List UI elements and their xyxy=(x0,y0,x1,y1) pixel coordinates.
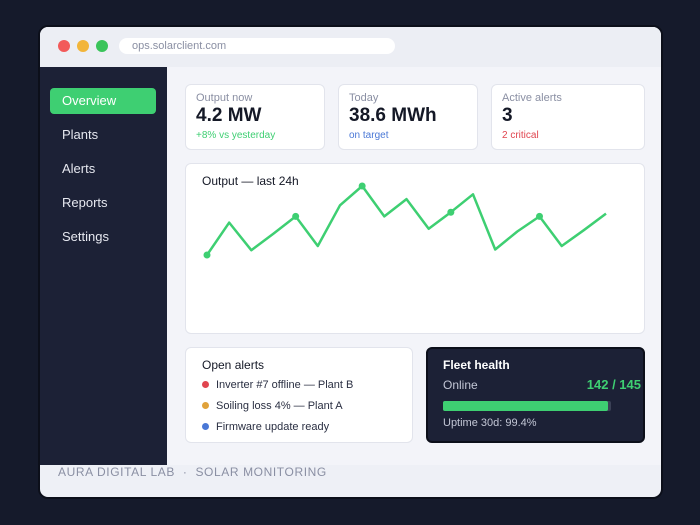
minimize-window-button[interactable] xyxy=(77,40,89,52)
alert-status-dot xyxy=(202,401,209,409)
alert-item[interactable]: Soiling loss 4% — Plant A xyxy=(202,398,343,414)
open-alerts-card: Open alerts Inverter #7 offline — Plant … xyxy=(185,347,413,443)
uptime-text: Uptime 30d: 99.4% xyxy=(443,417,537,429)
online-label: Online xyxy=(443,378,478,392)
stat-card-output: Output now 4.2 MW +8% vs yesterday xyxy=(185,84,325,150)
main-content: Output now 4.2 MW +8% vs yesterday Today… xyxy=(167,67,661,465)
alert-text: Firmware update ready xyxy=(216,421,330,433)
stat-value: 3 xyxy=(502,105,513,126)
close-window-button[interactable] xyxy=(58,40,70,52)
stat-change: +8% vs yesterday xyxy=(196,130,276,141)
stat-value: 4.2 MW xyxy=(196,105,262,126)
data-point-marker[interactable] xyxy=(203,251,211,259)
alert-status-dot xyxy=(202,422,209,430)
sidebar: Overview Plants Alerts Reports Settings xyxy=(40,67,167,465)
online-progress-bar xyxy=(443,401,611,411)
footer: AURA DIGITAL LAB · SOLAR MONITORING xyxy=(58,465,327,487)
browser-window: ops.solarclient.com Overview Plants Aler… xyxy=(38,25,663,499)
data-point-marker[interactable] xyxy=(536,212,543,220)
chart-title: Output — last 24h xyxy=(202,174,299,188)
output-chart-card: Output — last 24h xyxy=(185,163,645,334)
data-point-marker[interactable] xyxy=(358,182,366,190)
address-bar[interactable]: ops.solarclient.com xyxy=(119,38,395,54)
footer-product: SOLAR MONITORING xyxy=(195,465,327,479)
data-point-marker[interactable] xyxy=(292,212,300,220)
sidebar-item-settings[interactable]: Settings xyxy=(62,229,109,244)
maximize-window-button[interactable] xyxy=(96,40,108,52)
fleet-health-card: Fleet health Online 142 / 145 Uptime 30d… xyxy=(426,347,645,443)
sidebar-item-plants[interactable]: Plants xyxy=(62,127,99,142)
sidebar-item-overview[interactable]: Overview xyxy=(50,88,156,114)
stat-label: Active alerts xyxy=(502,92,562,104)
stat-status: on target xyxy=(349,130,389,141)
alert-status-dot xyxy=(202,380,209,388)
alert-text: Inverter #7 offline — Plant B xyxy=(216,379,354,391)
fleet-health-title: Fleet health xyxy=(443,358,510,372)
title-bar: ops.solarclient.com xyxy=(40,27,661,67)
alert-text: Soiling loss 4% — Plant A xyxy=(216,400,343,412)
alert-item[interactable]: Inverter #7 offline — Plant B xyxy=(202,377,353,393)
open-alerts-title: Open alerts xyxy=(202,358,265,372)
sidebar-item-alerts[interactable]: Alerts xyxy=(62,161,96,176)
stat-card-alerts: Active alerts 3 2 critical xyxy=(491,84,645,150)
alert-item[interactable]: Firmware update ready xyxy=(202,419,329,435)
stat-card-today: Today 38.6 MWh on target xyxy=(338,84,478,150)
stat-label: Today xyxy=(349,92,379,104)
sidebar-item-reports[interactable]: Reports xyxy=(62,195,108,210)
footer-separator: · xyxy=(182,465,188,479)
data-point-marker[interactable] xyxy=(447,208,455,216)
output-series-line xyxy=(205,184,607,256)
online-count: 142 / 145 xyxy=(586,377,641,392)
stat-label: Output now xyxy=(196,92,253,104)
stat-value: 38.6 MWh xyxy=(349,105,437,126)
footer-brand: AURA DIGITAL LAB xyxy=(58,465,175,479)
online-progress-fill xyxy=(443,401,608,411)
output-line-chart xyxy=(203,182,607,259)
stat-critical: 2 critical xyxy=(502,130,539,141)
